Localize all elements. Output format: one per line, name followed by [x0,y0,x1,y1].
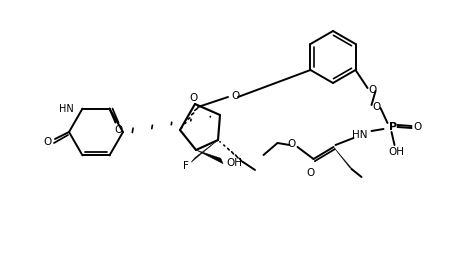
Polygon shape [191,140,218,162]
Text: O: O [414,122,422,132]
Text: O: O [114,125,123,135]
Text: O: O [44,137,52,147]
Text: HN: HN [352,130,367,140]
Polygon shape [196,150,223,164]
Text: P: P [389,122,397,132]
Text: OH: OH [226,158,242,168]
Text: HN: HN [59,104,73,114]
Text: O: O [231,91,239,101]
Text: O: O [307,168,314,178]
Text: F: F [183,161,189,171]
Text: O: O [372,102,381,112]
Text: O: O [287,139,296,149]
Text: O: O [369,85,377,95]
Text: O: O [189,93,197,103]
Polygon shape [334,147,354,171]
Text: OH: OH [388,147,404,157]
